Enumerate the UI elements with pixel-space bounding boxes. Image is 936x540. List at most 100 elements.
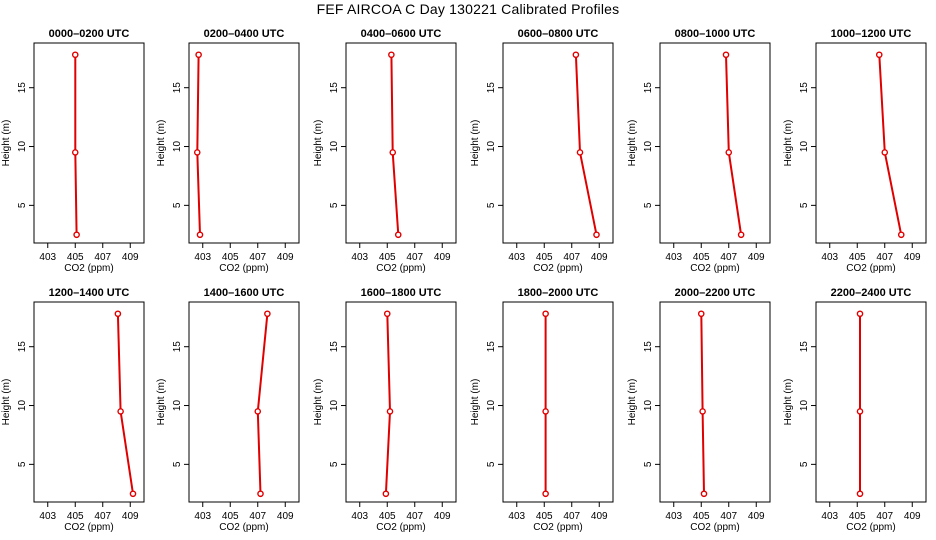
data-point	[73, 231, 80, 239]
y-tick-label: 15	[17, 341, 28, 353]
profile-line	[256, 313, 269, 494]
x-tick-label: 405	[67, 511, 84, 522]
panel-title: 0200–0400 UTC	[204, 28, 285, 40]
data-point	[856, 408, 864, 415]
data-point	[129, 490, 137, 498]
y-tick-label: 10	[172, 141, 183, 153]
plot-panel: 0000–0200 UTC 403 405 407 409 5 10 15 CO2 (ppm) H…	[1, 28, 145, 274]
x-tick-label: 403	[821, 252, 838, 263]
y-tick-label: 5	[643, 461, 654, 467]
x-tick-label: 407	[406, 511, 423, 522]
y-tick-label: 10	[799, 400, 810, 412]
panel-title: 0600–0800 UTC	[518, 28, 599, 40]
x-tick-label: 405	[379, 511, 396, 522]
y-tick-label: 15	[799, 82, 810, 94]
y-tick-label: 10	[486, 400, 497, 412]
x-tick-label: 409	[122, 252, 139, 263]
x-tick-label: 403	[194, 252, 211, 263]
data-point	[394, 231, 402, 239]
y-tick-label: 5	[17, 461, 28, 467]
data-point	[856, 490, 864, 498]
x-tick-label: 409	[904, 511, 921, 522]
x-tick-label: 409	[434, 252, 451, 263]
data-point	[737, 231, 745, 239]
plot-frame	[502, 42, 614, 244]
panel-title: 2000–2200 UTC	[675, 287, 756, 299]
y-tick-label: 15	[643, 341, 654, 353]
x-tick-label: 407	[94, 511, 111, 522]
y-tick-label: 15	[329, 341, 340, 353]
y-tick-label: 15	[329, 82, 340, 94]
x-axis-label: CO2 (ppm)	[376, 263, 425, 274]
y-axis-label: Height (m)	[627, 379, 638, 426]
x-tick-label: 409	[748, 511, 765, 522]
x-tick-label: 403	[39, 511, 56, 522]
data-point	[264, 310, 271, 318]
x-tick-label: 405	[379, 252, 396, 263]
x-tick-label: 405	[849, 511, 866, 522]
data-point	[389, 149, 397, 156]
data-point	[897, 231, 905, 239]
x-tick-label: 405	[849, 252, 866, 263]
y-tick-label: 5	[329, 202, 340, 208]
plot-panel: 2000–2200 UTC 403 405 407 409 5 10 15 CO2 (ppm) H…	[627, 287, 771, 533]
y-tick-label: 5	[799, 461, 810, 467]
y-axis-label: Height (m)	[1, 120, 12, 167]
x-axis-label: CO2 (ppm)	[690, 263, 739, 274]
x-axis-label: CO2 (ppm)	[533, 263, 582, 274]
x-tick-label: 403	[508, 511, 525, 522]
y-tick-label: 10	[643, 141, 654, 153]
plot-panel: 0400–0600 UTC 403 405 407 409 5 10 15 CO2 (ppm) H…	[313, 28, 457, 274]
y-axis-label: Height (m)	[627, 120, 638, 167]
x-tick-label: 403	[39, 252, 56, 263]
panel-title: 0400–0600 UTC	[361, 28, 442, 40]
y-tick-label: 5	[799, 202, 810, 208]
x-axis-label: CO2 (ppm)	[533, 522, 582, 533]
y-tick-label: 5	[486, 202, 497, 208]
data-point	[257, 490, 264, 498]
x-tick-label: 409	[591, 511, 608, 522]
panel-title: 1200–1400 UTC	[49, 287, 130, 299]
y-axis-label: Height (m)	[313, 379, 324, 426]
x-tick-label: 405	[693, 252, 710, 263]
plot-frame	[815, 42, 927, 244]
panel-title: 2200–2400 UTC	[831, 287, 912, 299]
y-axis-label: Height (m)	[1, 379, 12, 426]
data-point	[875, 51, 883, 59]
data-point	[388, 51, 395, 59]
x-tick-label: 403	[665, 511, 682, 522]
data-point	[71, 51, 79, 59]
x-tick-label: 409	[277, 252, 294, 263]
y-tick-label: 5	[643, 202, 654, 208]
panel-title: 0000–0200 UTC	[49, 28, 130, 40]
x-tick-label: 405	[222, 252, 239, 263]
x-tick-label: 405	[536, 252, 553, 263]
y-tick-label: 10	[329, 141, 340, 153]
x-tick-label: 407	[249, 511, 266, 522]
plot-frame	[659, 301, 771, 503]
y-tick-label: 10	[799, 141, 810, 153]
x-axis-label: CO2 (ppm)	[376, 522, 425, 533]
plot-panel: 1400–1600 UTC 403 405 407 409 5 10 15 CO2 (ppm) H…	[156, 287, 300, 533]
data-point	[593, 231, 600, 239]
plot-frame	[659, 42, 771, 244]
data-point	[254, 408, 262, 415]
data-point	[700, 490, 708, 498]
y-tick-label: 10	[643, 400, 654, 412]
plot-frame	[33, 301, 145, 503]
x-tick-label: 407	[563, 511, 580, 522]
plot-frame	[33, 42, 145, 244]
x-tick-label: 409	[277, 511, 294, 522]
y-tick-label: 10	[17, 141, 28, 153]
y-tick-label: 5	[17, 202, 28, 208]
y-tick-label: 10	[329, 400, 340, 412]
profile-line	[116, 313, 134, 494]
x-tick-label: 407	[406, 252, 423, 263]
plot-frame	[188, 301, 300, 503]
y-axis-label: Height (m)	[156, 379, 167, 426]
x-tick-label: 409	[591, 252, 608, 263]
data-point	[699, 408, 706, 415]
y-tick-label: 10	[17, 400, 28, 412]
x-tick-label: 403	[508, 252, 525, 263]
